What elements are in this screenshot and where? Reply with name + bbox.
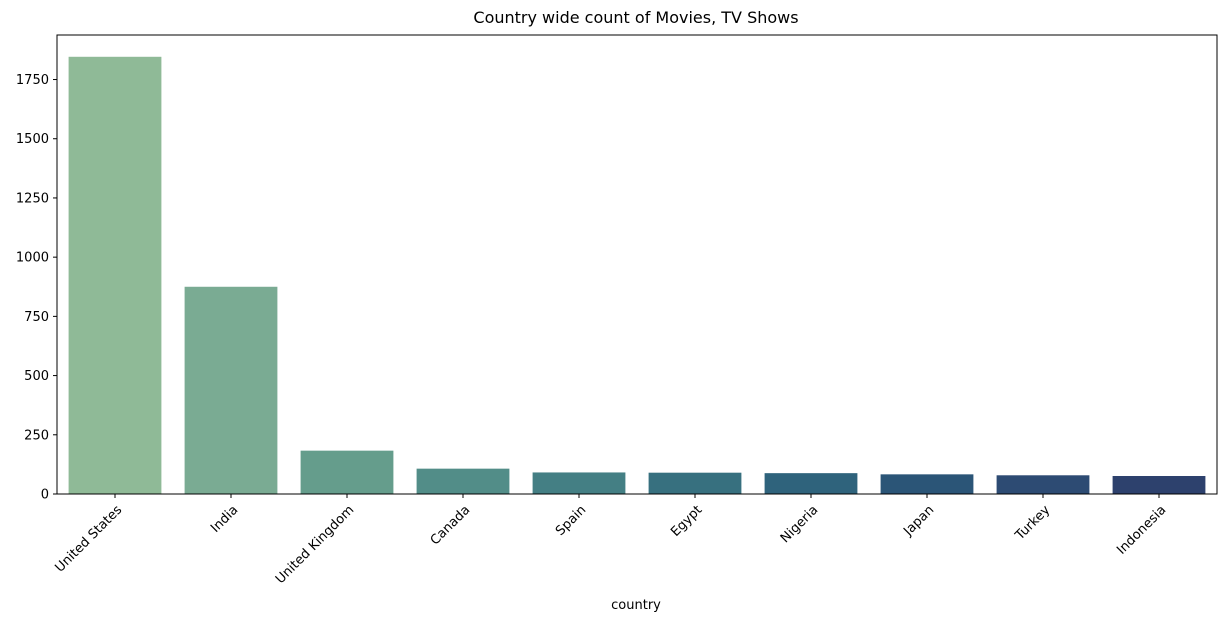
x-tick-label: Canada bbox=[428, 503, 474, 549]
bars-layer bbox=[68, 56, 1206, 494]
x-tick-label: United States bbox=[52, 503, 125, 576]
x-tick-label: Nigeria bbox=[778, 503, 821, 546]
y-tick-label: 1500 bbox=[16, 132, 49, 147]
bar-spain bbox=[532, 472, 626, 494]
bar-japan bbox=[880, 474, 974, 494]
x-tick-label: Japan bbox=[900, 503, 937, 540]
chart-title: Country wide count of Movies, TV Shows bbox=[473, 8, 798, 27]
x-axis: United States India United Kingdom Canada Sp… bbox=[52, 494, 1169, 587]
y-axis: 0 250 500 750 1000 1250 1500 1750 bbox=[16, 73, 57, 503]
bar-india bbox=[184, 286, 278, 494]
plot-frame bbox=[56, 34, 1218, 495]
bar-turkey bbox=[996, 475, 1090, 494]
bar-united-kingdom bbox=[300, 450, 394, 494]
bar-indonesia bbox=[1112, 476, 1206, 494]
x-tick-label: India bbox=[208, 503, 241, 536]
bar-egypt bbox=[648, 472, 742, 494]
y-tick-label: 250 bbox=[24, 428, 49, 443]
x-tick-label: United Kingdom bbox=[273, 503, 357, 587]
y-tick-label: 1750 bbox=[16, 73, 49, 88]
x-tick-label: Indonesia bbox=[1114, 503, 1169, 558]
x-tick-label: Egypt bbox=[668, 503, 705, 540]
bar-united-states bbox=[68, 56, 162, 494]
y-tick-label: 0 bbox=[41, 488, 49, 503]
y-tick-label: 1250 bbox=[16, 191, 49, 206]
bar-canada bbox=[416, 468, 510, 494]
x-tick-label: Turkey bbox=[1012, 502, 1053, 543]
y-tick-label: 500 bbox=[24, 369, 49, 384]
bar-nigeria bbox=[764, 473, 858, 494]
x-axis-label: country bbox=[611, 598, 661, 613]
y-tick-label: 1000 bbox=[16, 251, 49, 266]
x-tick-label: Spain bbox=[553, 503, 589, 539]
y-tick-label: 750 bbox=[24, 310, 49, 325]
